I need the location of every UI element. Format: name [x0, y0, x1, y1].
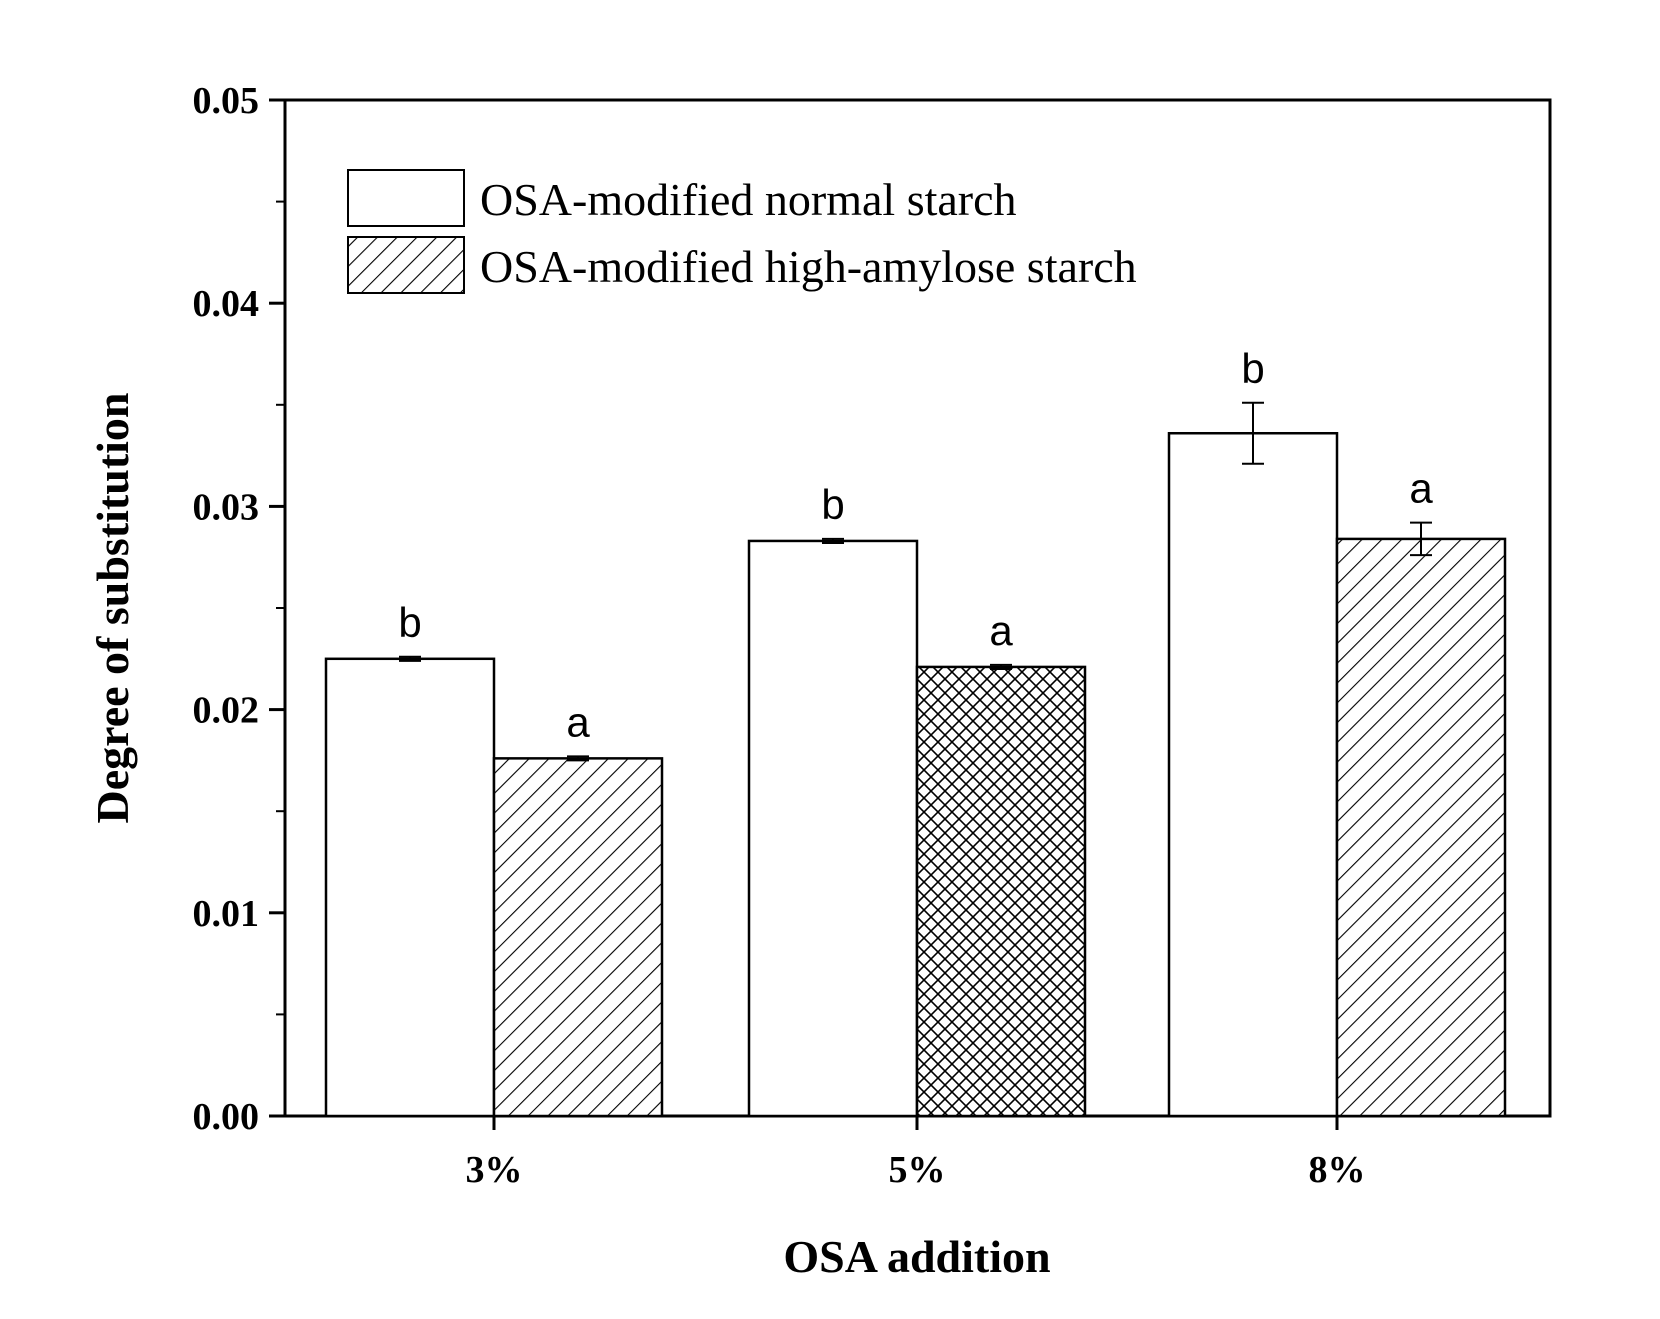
significance-letter: a [566, 698, 590, 745]
y-axis-title: Degree of substitution [87, 392, 138, 823]
bar [1335, 537, 1507, 1118]
y-tick-label: 0.04 [193, 283, 260, 325]
x-axis: 3% 5% 8% [466, 1116, 1366, 1191]
bar [1167, 431, 1339, 1118]
y-tick-label: 0.05 [193, 80, 260, 122]
y-tick-label: 0.01 [193, 893, 260, 935]
legend-swatch-high-amylose [347, 236, 465, 294]
significance-letter: b [821, 481, 844, 528]
x-tick-label: 8% [1309, 1149, 1366, 1191]
bar [747, 539, 919, 1118]
legend: OSA-modified normal starch OSA-modified … [347, 169, 1137, 294]
y-axis: 0.00 0.01 0.02 0.03 0.04 0.05 [193, 80, 285, 1138]
bar [915, 665, 1087, 1118]
significance-letter: b [398, 599, 421, 646]
legend-swatch-normal [347, 169, 465, 227]
legend-label-normal: OSA-modified normal starch [480, 174, 1017, 225]
x-axis-title: OSA addition [783, 1231, 1050, 1282]
y-tick-label: 0.03 [193, 486, 260, 528]
significance-letter: b [1241, 345, 1264, 392]
legend-label-high-amylose: OSA-modified high-amylose starch [480, 241, 1137, 292]
significance-letter: a [1409, 465, 1433, 512]
bar [324, 657, 496, 1118]
bars-group [324, 401, 1507, 1118]
x-tick-label: 5% [889, 1149, 946, 1191]
x-tick-label: 3% [466, 1149, 523, 1191]
y-tick-label: 0.00 [193, 1096, 260, 1138]
bar [492, 757, 664, 1118]
significance-letter: a [989, 607, 1013, 654]
y-tick-label: 0.02 [193, 690, 260, 732]
significance-labels: b a b a b a [398, 345, 1433, 746]
